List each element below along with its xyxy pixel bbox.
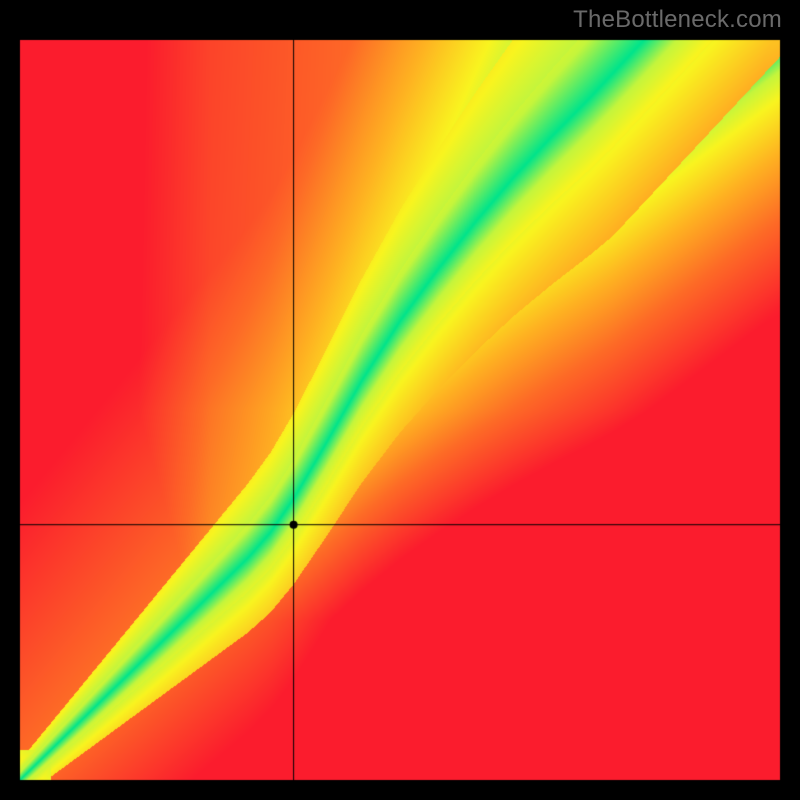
watermark-text: TheBottleneck.com (573, 6, 782, 34)
chart-container: TheBottleneck.com (0, 0, 800, 800)
bottleneck-heatmap (0, 0, 800, 800)
